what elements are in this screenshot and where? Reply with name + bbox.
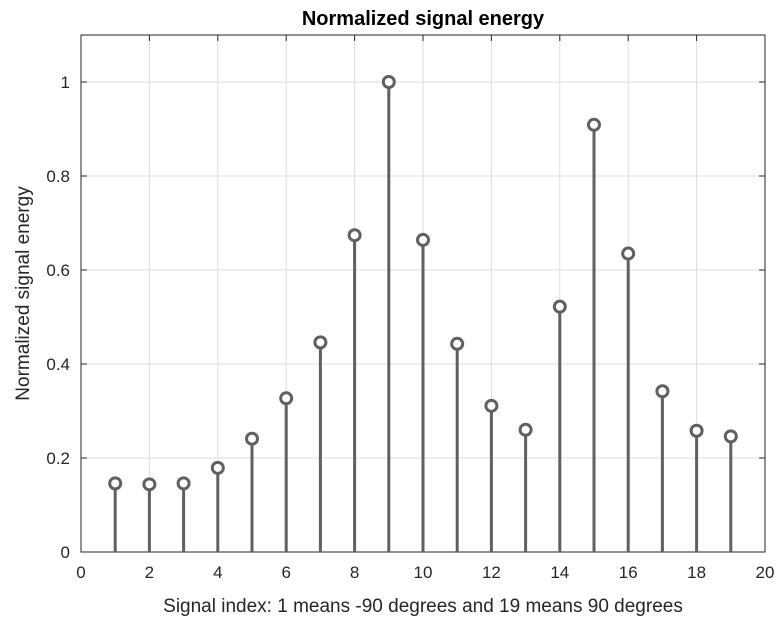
- x-tick-label: 16: [619, 563, 638, 582]
- stem-marker: [552, 299, 567, 314]
- stem-marker: [245, 431, 259, 446]
- x-tick-label: 0: [76, 563, 85, 582]
- stem-marker: [210, 460, 225, 475]
- y-tick-label: 1: [61, 73, 70, 92]
- chart-title: Normalized signal energy: [302, 8, 545, 30]
- y-tick-label: 0: [61, 543, 70, 562]
- y-tick-label: 0.2: [46, 449, 70, 468]
- stem-marker: [347, 228, 362, 243]
- stem-marker: [313, 335, 328, 350]
- x-axis-label: Signal index: 1 means -90 degrees and 19…: [163, 596, 683, 617]
- stem-marker: [381, 75, 396, 89]
- stem-marker: [689, 423, 704, 438]
- x-tick-label: 6: [281, 563, 290, 582]
- stem-marker: [279, 391, 294, 406]
- stem-marker: [450, 336, 465, 351]
- x-tick-label: 14: [550, 563, 569, 582]
- stem-marker: [176, 476, 191, 491]
- stem-marker: [142, 477, 157, 492]
- axis-ticks: 0 2 4 6 8 10 12 14 16 18 20 0 0.2 0.4 0.6 0.8 1: [46, 35, 774, 582]
- y-axis-label: Normalized signal energy: [13, 186, 34, 401]
- x-tick-label: 8: [350, 563, 359, 582]
- x-tick-label: 4: [213, 563, 222, 582]
- stem-marker: [518, 422, 533, 437]
- data-stems: [108, 75, 738, 552]
- stem-marker: [108, 476, 123, 491]
- x-tick-label: 20: [756, 563, 775, 582]
- stem-marker: [621, 246, 636, 261]
- y-tick-label: 0.4: [46, 355, 70, 374]
- stem-marker: [655, 384, 670, 399]
- stem-marker: [723, 429, 738, 444]
- stem-marker: [416, 232, 430, 247]
- stem-marker: [484, 398, 499, 413]
- y-tick-label: 0.8: [46, 167, 70, 186]
- y-tick-label: 0.6: [46, 261, 70, 280]
- stem-marker: [587, 117, 601, 132]
- x-tick-label: 18: [687, 563, 706, 582]
- x-tick-label: 10: [414, 563, 433, 582]
- x-tick-label: 2: [145, 563, 154, 582]
- x-tick-label: 12: [482, 563, 501, 582]
